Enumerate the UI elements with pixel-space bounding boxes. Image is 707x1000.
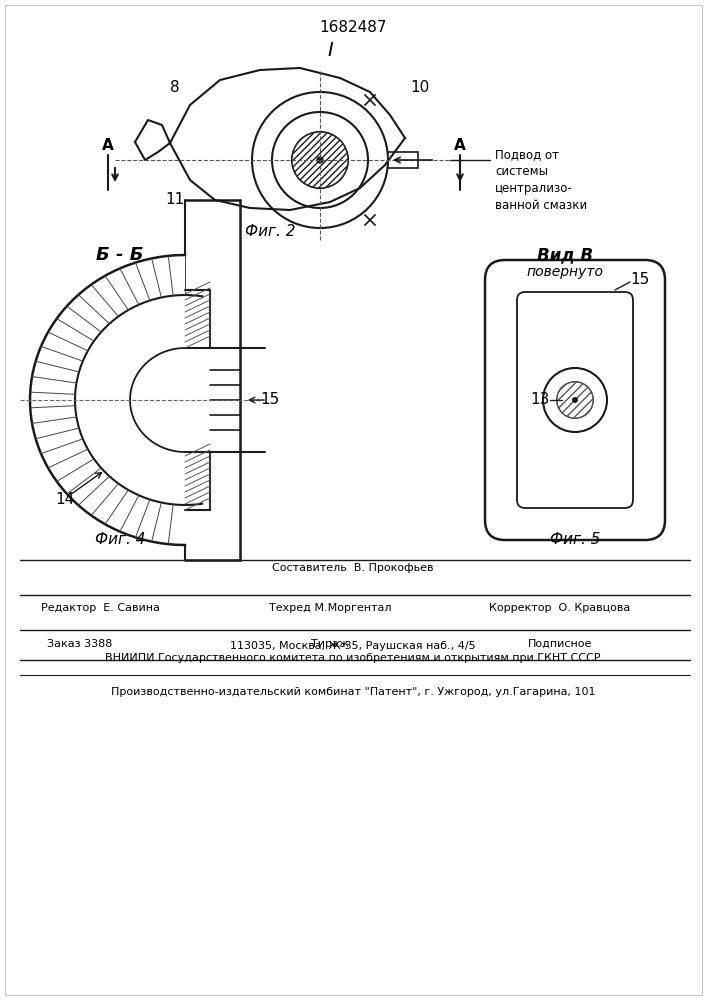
Text: Тираж: Тираж	[311, 639, 349, 649]
Text: Производственно-издательский комбинат "Патент", г. Ужгород, ул.Гагарина, 101: Производственно-издательский комбинат "П…	[111, 687, 595, 697]
Text: Заказ 3388: Заказ 3388	[47, 639, 112, 649]
Text: повернуто: повернуто	[527, 265, 604, 279]
Text: 8: 8	[170, 81, 180, 96]
Text: Корректор  О. Кравцова: Корректор О. Кравцова	[489, 603, 631, 613]
Text: 13: 13	[530, 392, 549, 408]
Text: Подписное: Подписное	[528, 639, 592, 649]
Circle shape	[317, 157, 323, 163]
FancyBboxPatch shape	[517, 292, 633, 508]
Text: I: I	[327, 40, 333, 60]
Text: А: А	[102, 137, 114, 152]
Circle shape	[557, 382, 593, 418]
Circle shape	[292, 132, 348, 188]
Text: ВНИИПИ Государственного комитета по изобретениям и открытиям при ГКНТ СССР: ВНИИПИ Государственного комитета по изоб…	[105, 653, 601, 663]
Text: 14: 14	[55, 492, 75, 508]
FancyBboxPatch shape	[388, 152, 418, 168]
Text: 15: 15	[631, 272, 650, 288]
Text: Фиг. 5: Фиг. 5	[550, 532, 600, 548]
FancyBboxPatch shape	[485, 260, 665, 540]
Text: Б - Б: Б - Б	[96, 246, 144, 264]
Text: Фиг. 2: Фиг. 2	[245, 225, 296, 239]
Text: Составитель  В. Прокофьев: Составитель В. Прокофьев	[272, 563, 434, 573]
Text: 1682487: 1682487	[320, 20, 387, 35]
Text: 10: 10	[410, 81, 430, 96]
Text: Техред М.Моргентал: Техред М.Моргентал	[269, 603, 391, 613]
Text: А: А	[454, 137, 466, 152]
Text: 113035, Москва, Ж-35, Раушская наб., 4/5: 113035, Москва, Ж-35, Раушская наб., 4/5	[230, 641, 476, 651]
Text: 15: 15	[260, 392, 280, 408]
Circle shape	[292, 132, 348, 188]
Text: Вид В: Вид В	[537, 246, 593, 264]
Text: Фиг. 4: Фиг. 4	[95, 532, 145, 548]
Text: 11: 11	[165, 192, 185, 208]
Circle shape	[572, 397, 578, 403]
Text: Редактор  Е. Савина: Редактор Е. Савина	[40, 603, 160, 613]
Circle shape	[557, 382, 593, 418]
Text: Подвод от
системы
централизо-
ванной смазки: Подвод от системы централизо- ванной сма…	[495, 148, 588, 212]
